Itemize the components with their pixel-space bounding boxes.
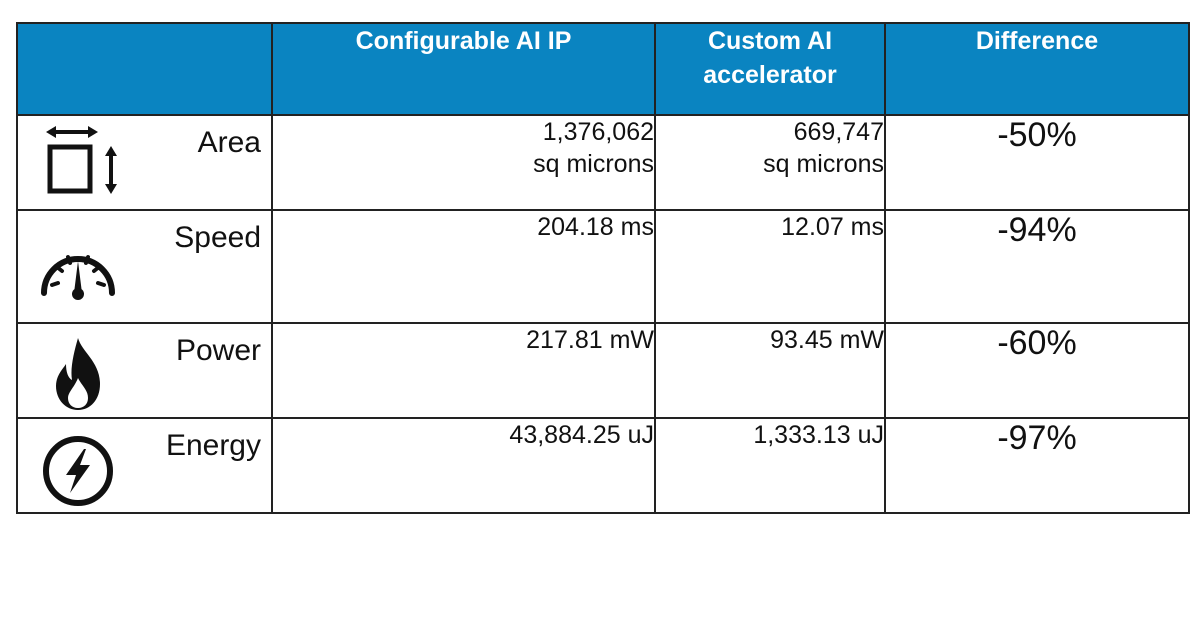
custom-value-speed: 12.07 ms (654, 209, 886, 324)
speedometer-icon (41, 255, 115, 300)
custom-value-power: 93.45 mW (654, 322, 886, 419)
header-configurable-ai-ip: Configurable AI IP (271, 22, 656, 116)
difference-speed: -94% (884, 209, 1190, 324)
custom-value-energy: 1,333.13 uJ (654, 417, 886, 514)
table-row-power: Power 217.81 mW 93.45 mW -60% (16, 322, 1190, 419)
configurable-value-area: 1,376,062 sq microns (271, 114, 656, 211)
metric-label-speed: Speed (174, 221, 261, 254)
difference-energy: -97% (884, 417, 1190, 514)
configurable-value-energy: 43,884.25 uJ (271, 417, 656, 514)
metric-cell-speed: Speed (16, 209, 273, 324)
flame-icon (56, 338, 100, 410)
difference-power: -60% (884, 322, 1190, 419)
table-row-energy: Energy 43,884.25 uJ 1,333.13 uJ -97% (16, 417, 1190, 514)
comparison-table: Configurable AI IP Custom AI accelerator… (16, 22, 1190, 514)
table-row-area: Area 1,376,062 sq microns 669,747 sq mic… (16, 114, 1190, 211)
configurable-value-power: 217.81 mW (271, 322, 656, 419)
difference-area: -50% (884, 114, 1190, 211)
header-difference: Difference (884, 22, 1190, 116)
metric-cell-energy: Energy (16, 417, 273, 514)
custom-value-area: 669,747 sq microns (654, 114, 886, 211)
header-row: Configurable AI IP Custom AI accelerator… (16, 22, 1190, 116)
area-resize-icon (46, 126, 117, 194)
metric-label-area: Area (197, 126, 261, 159)
metric-cell-area: Area (16, 114, 273, 211)
metric-label-energy: Energy (165, 429, 261, 462)
lightning-bolt-icon (43, 436, 113, 506)
table-row-speed: Speed 204.18 ms 12.07 ms -94% (16, 209, 1190, 324)
header-empty (16, 22, 273, 116)
metric-cell-power: Power (16, 322, 273, 419)
metric-label-power: Power (175, 334, 261, 367)
configurable-value-speed: 204.18 ms (271, 209, 656, 324)
header-custom-ai-accelerator: Custom AI accelerator (654, 22, 886, 116)
